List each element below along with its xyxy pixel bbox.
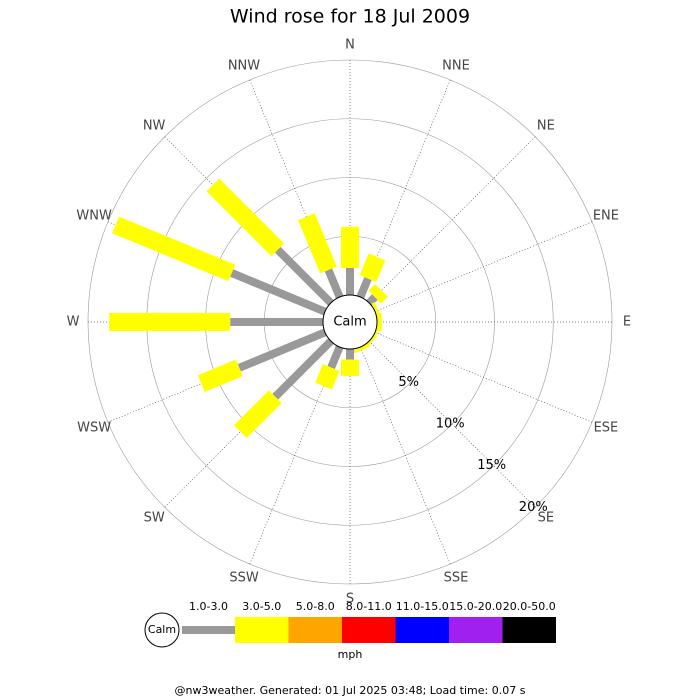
legend-swatch — [502, 617, 556, 643]
legend-calm-circle — [144, 612, 180, 648]
direction-label: E — [623, 315, 631, 330]
legend-swatch — [235, 617, 289, 643]
wind-bar — [230, 269, 327, 316]
wind-bar — [324, 268, 344, 299]
wind-bar — [341, 226, 359, 268]
legend-label: 15.0-20.0 — [449, 600, 502, 613]
spoke — [368, 340, 536, 508]
legend-label: 11.0-15.0 — [396, 600, 449, 613]
legend-label: 5.0-8.0 — [296, 600, 335, 613]
wind-bar — [327, 345, 344, 370]
legend-swatch — [342, 617, 396, 643]
legend-swatch — [449, 617, 503, 643]
direction-label: N — [345, 38, 355, 53]
direction-label: WSW — [77, 421, 111, 436]
wind-bar — [356, 277, 372, 299]
wind-bar — [230, 318, 323, 326]
direction-label: SSW — [229, 570, 259, 585]
direction-label: NNE — [442, 59, 470, 74]
wind-bar — [112, 216, 236, 282]
wind-bar — [109, 313, 231, 331]
direction-label: ENE — [593, 208, 619, 223]
legend-label: 8.0-11.0 — [346, 600, 392, 613]
direction-label: W — [67, 315, 80, 330]
direction-label: NW — [143, 119, 166, 134]
wind-bar — [274, 246, 334, 306]
wind-bar — [346, 349, 354, 360]
direction-label: SSE — [444, 570, 469, 585]
wind-bar — [341, 359, 359, 377]
legend-calm-label: Calm — [148, 623, 176, 636]
calm-label: Calm — [333, 315, 366, 330]
footer: @nw3weather. Generated: 01 Jul 2025 03:4… — [175, 684, 526, 697]
wind-bar — [272, 338, 334, 400]
direction-label: WNW — [76, 208, 112, 223]
legend-swatch — [288, 617, 342, 643]
r-tick-label: 10% — [436, 417, 465, 432]
direction-label: NE — [537, 119, 555, 134]
spoke — [368, 136, 536, 304]
legend-label: 20.0-50.0 — [503, 600, 556, 613]
r-tick-label: 5% — [398, 375, 419, 390]
wind-bar — [315, 364, 340, 390]
direction-label: S — [346, 592, 354, 607]
wind-bar — [346, 267, 354, 295]
legend-label: 1.0-3.0 — [189, 600, 228, 613]
wind-bar — [368, 284, 388, 304]
wind-bar — [197, 359, 243, 392]
spoke — [374, 221, 593, 312]
r-tick-label: 20% — [519, 500, 548, 515]
direction-label: ESE — [594, 421, 619, 436]
legend-swatch — [182, 626, 235, 634]
chart-title: Wind rose for 18 Jul 2009 — [230, 6, 470, 28]
wind-bar — [359, 253, 386, 283]
wind-bar — [206, 178, 285, 257]
wind-bar — [352, 343, 370, 354]
wind-bar — [298, 213, 337, 274]
direction-label: NNW — [228, 59, 260, 74]
r-tick-label: 15% — [477, 458, 506, 473]
direction-label: SW — [144, 510, 165, 525]
wind-bar — [233, 390, 282, 439]
legend-swatch — [395, 617, 449, 643]
legend-label: 3.0-5.0 — [242, 600, 281, 613]
spoke — [360, 346, 451, 565]
calm-circle — [322, 294, 378, 350]
legend-unit: mph — [338, 648, 363, 661]
direction-label: SE — [538, 510, 554, 525]
wind-bar — [237, 328, 327, 372]
spoke — [374, 332, 593, 423]
